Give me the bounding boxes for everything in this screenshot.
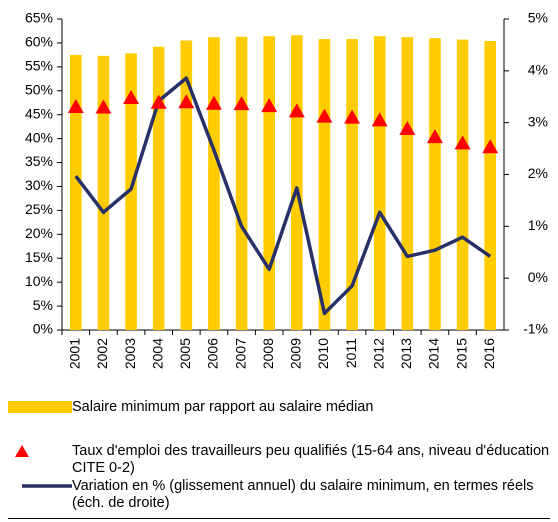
x-tick-label: 2005 bbox=[177, 338, 193, 369]
y2-tick-label: 5% bbox=[528, 10, 548, 26]
x-tick-label: 2016 bbox=[481, 338, 497, 369]
triangle-marker bbox=[344, 109, 361, 124]
triangle-marker bbox=[288, 103, 305, 118]
triangle-marker bbox=[426, 129, 443, 144]
x-tick-label: 2013 bbox=[398, 338, 414, 369]
bar bbox=[456, 39, 469, 330]
legend-swatch bbox=[8, 401, 72, 413]
x-tick-label: 2010 bbox=[315, 338, 331, 369]
y-tick-label: 10% bbox=[25, 273, 53, 289]
x-tick-label: 2009 bbox=[288, 338, 304, 369]
legend-label: Variation en % (glissement annuel) du sa… bbox=[72, 478, 534, 511]
y2-tick-label: 4% bbox=[528, 62, 548, 78]
legend-swatch bbox=[15, 445, 29, 457]
x-tick-label: 2007 bbox=[232, 338, 248, 369]
x-tick-label: 2004 bbox=[149, 338, 165, 369]
triangle-marker bbox=[123, 89, 140, 104]
bar bbox=[263, 36, 275, 331]
y-tick-label: 30% bbox=[25, 177, 53, 193]
y-tick-label: 25% bbox=[25, 201, 53, 217]
y-tick-label: 50% bbox=[25, 81, 53, 97]
triangle-marker bbox=[454, 135, 471, 150]
y-tick-label: 5% bbox=[33, 297, 53, 313]
bar bbox=[429, 38, 441, 331]
bar bbox=[318, 39, 331, 330]
x-tick-label: 2006 bbox=[205, 338, 221, 369]
y2-tick-label: 2% bbox=[528, 165, 548, 181]
bar bbox=[180, 40, 193, 331]
bottom-rule bbox=[8, 518, 550, 519]
line bbox=[74, 76, 492, 316]
x-tick-label: 2001 bbox=[67, 338, 83, 369]
y-tick-label: 55% bbox=[25, 58, 53, 74]
triangle-marker bbox=[150, 94, 167, 109]
x-tick-label: 2002 bbox=[94, 338, 110, 369]
triangle-marker bbox=[316, 108, 333, 123]
legend-triangle bbox=[15, 445, 29, 457]
legend-label: Salaire minimum par rapport au salaire m… bbox=[72, 399, 374, 415]
bar bbox=[235, 36, 248, 331]
x-tick-label: 2003 bbox=[122, 338, 138, 369]
y-tick-label: 45% bbox=[25, 105, 53, 121]
y-tick-label: 15% bbox=[25, 249, 53, 265]
bar bbox=[70, 54, 82, 331]
y-tick-label: 40% bbox=[25, 129, 53, 145]
y-tick-label: 65% bbox=[25, 10, 53, 26]
triangle-marker bbox=[178, 94, 195, 109]
bar bbox=[401, 37, 414, 330]
bar bbox=[291, 35, 303, 330]
y-tick-label: 0% bbox=[33, 321, 53, 337]
bar bbox=[152, 46, 165, 331]
bar bbox=[373, 36, 386, 331]
y2-tick-label: 1% bbox=[528, 217, 548, 233]
legend-swatch bbox=[22, 484, 72, 488]
y2-tick-label: 0% bbox=[528, 269, 548, 285]
x-tick-label: 2008 bbox=[260, 338, 276, 369]
y2-tick-label: 3% bbox=[528, 113, 548, 129]
y2-tick-label: -1% bbox=[523, 321, 548, 337]
triangle-marker bbox=[371, 112, 388, 127]
triangle-marker bbox=[205, 95, 222, 110]
triangle-marker bbox=[261, 98, 278, 113]
x-tick-label: 2014 bbox=[426, 338, 442, 369]
legend-item: Salaire minimum par rapport au salaire m… bbox=[0, 399, 552, 416]
x-tick-label: 2012 bbox=[370, 338, 386, 369]
legend-item: Taux d'emploi des travailleurs peu quali… bbox=[0, 443, 552, 477]
y-tick-label: 35% bbox=[25, 153, 53, 169]
triangle-marker bbox=[482, 139, 499, 154]
y-tick-label: 20% bbox=[25, 225, 53, 241]
x-tick-label: 2011 bbox=[343, 338, 359, 368]
triangle-marker bbox=[67, 99, 84, 114]
bar bbox=[208, 37, 220, 330]
bar bbox=[484, 41, 496, 331]
bar bbox=[97, 55, 110, 330]
triangle-marker bbox=[399, 121, 416, 136]
legend-label: Taux d'emploi des travailleurs peu quali… bbox=[72, 443, 550, 476]
y-tick-label: 60% bbox=[25, 34, 53, 50]
x-tick-label: 2015 bbox=[453, 338, 469, 369]
triangle-marker bbox=[233, 96, 250, 111]
bar bbox=[346, 39, 358, 330]
chart: 0% 5% 10% 15% 20% 25% 30% 35% 40% 45% 50% 55% 60% 65%… bbox=[25, 10, 548, 369]
triangle-marker bbox=[95, 99, 112, 114]
legend-item: Variation en % (glissement annuel) du sa… bbox=[0, 478, 558, 512]
legend-bar bbox=[8, 401, 72, 413]
bar bbox=[125, 53, 137, 331]
